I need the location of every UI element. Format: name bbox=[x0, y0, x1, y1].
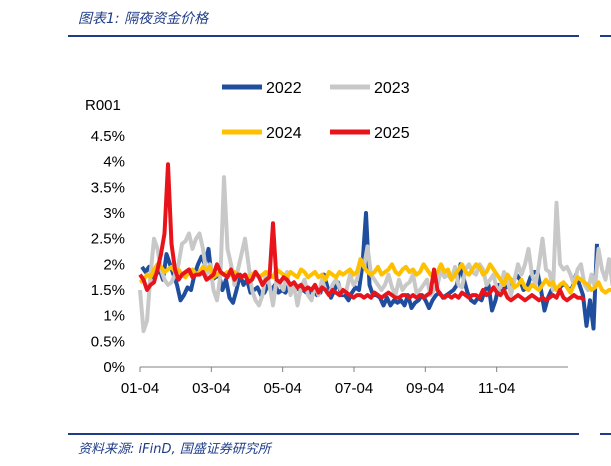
x-tick-label: 07-04 bbox=[335, 380, 373, 397]
source-note: 资料来源: iFinD, 国盛证券研究所 bbox=[78, 442, 271, 457]
x-axis-ticks: 01-04 03-04 05-04 07-04 09-04 11-04 bbox=[121, 367, 515, 397]
series-line-2025 bbox=[138, 162, 586, 303]
y-tick-label: 0% bbox=[103, 359, 125, 376]
series-line-2024 bbox=[138, 257, 611, 295]
y-tick-label: 4% bbox=[103, 154, 125, 171]
y-axis-label: R001 bbox=[85, 97, 121, 114]
legend-label-2025: 2025 bbox=[374, 125, 410, 142]
x-tick-label: 01-04 bbox=[121, 380, 159, 397]
x-tick-label: 09-04 bbox=[406, 380, 444, 397]
top-rule-stub bbox=[600, 35, 611, 37]
figure-title: 图表1: 隔夜资金价格 bbox=[78, 11, 209, 27]
legend-label-2023: 2023 bbox=[374, 80, 410, 97]
y-tick-label: 2.5% bbox=[91, 231, 125, 248]
y-tick-label: 3.5% bbox=[91, 179, 125, 196]
x-tick-label: 11-04 bbox=[478, 380, 515, 397]
series-layer bbox=[138, 162, 611, 334]
y-tick-label: 1% bbox=[103, 308, 125, 325]
y-tick-label: 0.5% bbox=[91, 333, 125, 350]
x-tick-label: 05-04 bbox=[263, 380, 301, 397]
bottom-rule bbox=[68, 433, 579, 435]
legend-label-2022: 2022 bbox=[266, 80, 302, 97]
bottom-rule-stub bbox=[600, 433, 611, 435]
x-tick-label: 03-04 bbox=[192, 380, 230, 397]
y-tick-label: 2% bbox=[103, 256, 125, 273]
y-tick-label: 3% bbox=[103, 205, 125, 222]
top-rule bbox=[68, 35, 579, 37]
legend-label-2024: 2024 bbox=[266, 125, 302, 142]
y-axis-ticks: 0% 0.5% 1% 1.5% 2% 2.5% 3% 3.5% 4% 4.5% bbox=[91, 128, 125, 376]
y-tick-label: 4.5% bbox=[91, 128, 125, 145]
y-tick-label: 1.5% bbox=[91, 282, 125, 299]
series-line-2023 bbox=[138, 175, 611, 334]
legend: 2022 2023 2024 2025 bbox=[222, 80, 410, 142]
